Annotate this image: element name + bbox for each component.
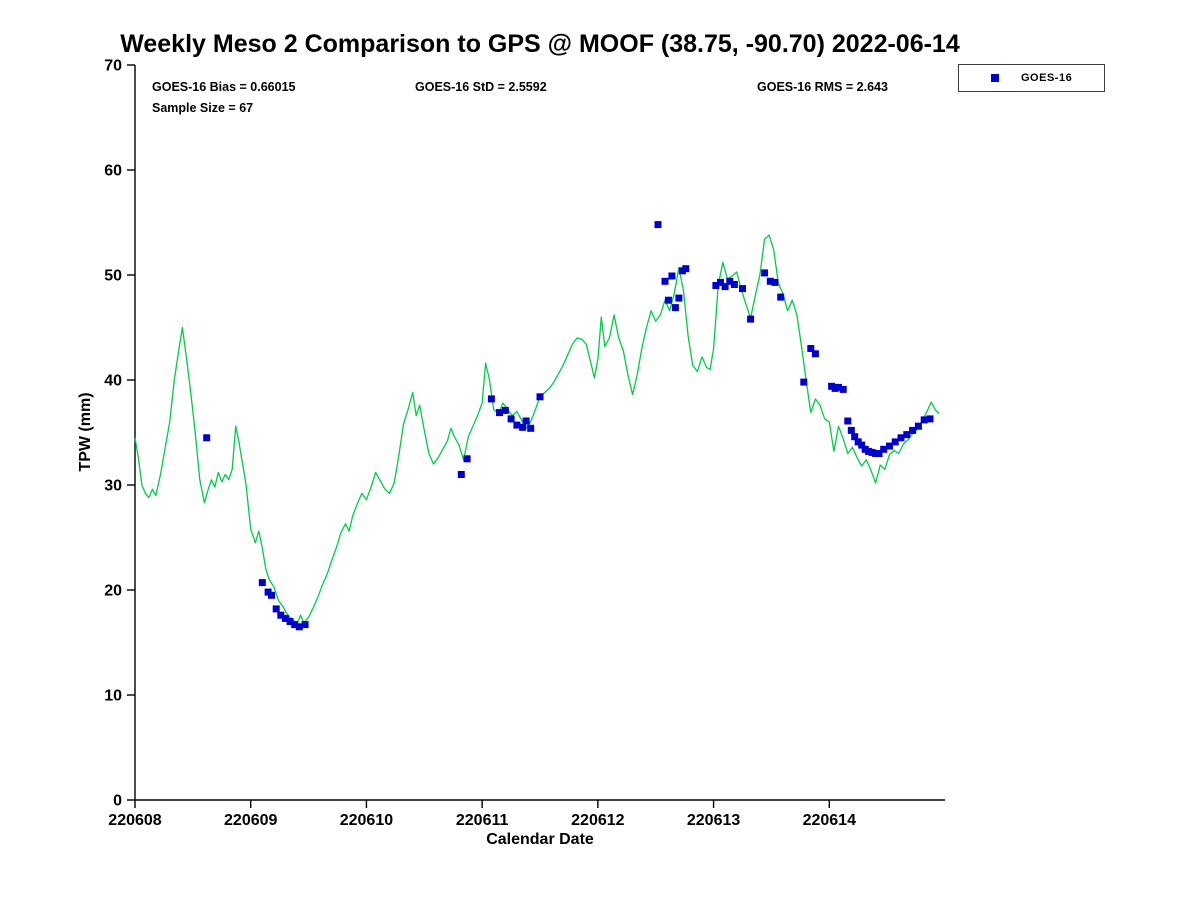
goes16-marker [682,265,690,273]
x-axis-label: Calendar Date [486,831,594,848]
goes16-marker [527,424,535,432]
goes16-marker [457,471,465,478]
goes16-marker [463,455,471,463]
goes16-marker [712,282,720,289]
goes16-marker [891,438,899,446]
goes16-marker [286,618,294,625]
goes16-marker [858,441,866,449]
x-tick-label: 220610 [340,812,393,829]
gps-line [134,234,940,625]
goes16-marker [771,278,779,286]
goes16-legend-marker-icon [991,74,999,82]
goes16-marker [487,395,495,403]
goes16-marker [281,614,289,622]
goes16-marker [777,293,785,301]
goes16-marker [654,221,662,229]
y-tick-label: 60 [104,163,122,180]
goes16-marker [522,417,530,425]
x-tick-label: 220613 [687,812,740,829]
goes16-marker [203,434,211,442]
goes16-marker [258,579,266,587]
goes16-marker [268,591,275,599]
goes16-marker [272,605,280,613]
goes16-marker [536,393,544,401]
y-tick-label: 10 [104,688,122,705]
goes16-marker [721,283,729,291]
goes16-marker [766,277,774,285]
goes16-marker [880,445,888,453]
goes16-marker [839,385,847,393]
goes16-marker [507,415,515,423]
y-tick-label: 0 [113,793,122,810]
chart-title: Weekly Meso 2 Comparison to GPS @ MOOF (… [120,30,960,58]
goes16-marker [811,350,819,358]
goes16-marker [519,423,527,431]
x-tick-label: 220609 [224,812,277,829]
x-tick-label: 220614 [803,812,856,829]
y-tick-label: 70 [104,58,122,75]
goes16-marker [886,442,893,450]
y-tick-label: 50 [104,268,122,285]
goes16-marker [277,611,285,619]
goes16-marker [800,378,808,386]
goes16-marker [668,272,676,280]
y-tick-label: 20 [104,583,122,600]
y-tick-label: 30 [104,478,122,495]
goes16-marker [914,422,922,430]
x-tick-label: 220612 [571,812,624,829]
stat-sample-size: Sample Size = 67 [152,101,254,115]
goes16-marker [301,621,309,629]
goes16-marker [844,417,852,425]
stat-rms: GOES-16 RMS = 2.643 [757,80,888,94]
stat-bias: GOES-16 Bias = 0.66015 [152,80,296,94]
goes16-marker [851,433,859,441]
goes16-legend-label: GOES-16 [1021,72,1073,84]
goes16-marker [671,304,679,312]
goes16-marker [835,383,842,391]
goes16-marker [920,416,928,424]
goes16-marker [909,426,917,434]
goes16-marker [897,434,905,442]
x-tick-label: 220611 [456,812,509,829]
goes16-marker [926,415,934,423]
stat-std: GOES-16 StD = 2.5592 [415,80,547,94]
goes16-marker [513,421,521,429]
goes16-marker [807,345,815,352]
goes16-marker [664,296,672,304]
goes16-marker [730,281,738,288]
goes16-marker [847,426,855,434]
y-tick-label: 40 [104,373,122,390]
goes16-marker [291,621,299,629]
goes16-marker [501,406,509,414]
legend: GOES-16 [958,64,1105,92]
goes16-marker [675,294,683,302]
goes16-marker [747,315,755,323]
goes16-marker [717,278,724,286]
goes16-marker [661,277,669,285]
goes16-marker [739,285,746,293]
goes16-marker [903,431,911,439]
goes16-marker [761,269,768,277]
x-tick-label: 220608 [108,812,161,829]
goes16-marker [496,409,503,417]
goes16-marker [726,277,734,285]
goes16-marker [295,623,303,631]
goes16-marker [875,450,883,457]
y-axis-label: TPW (mm) [77,392,94,472]
